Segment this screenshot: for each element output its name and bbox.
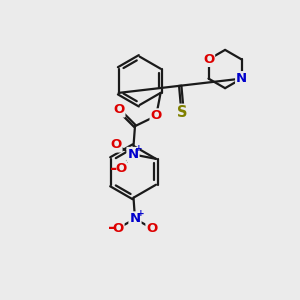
Text: N: N: [129, 212, 140, 225]
Text: N: N: [128, 148, 139, 161]
Text: O: O: [203, 53, 214, 66]
Text: +: +: [135, 144, 143, 153]
Text: O: O: [112, 222, 124, 235]
Text: -: -: [108, 219, 115, 237]
Text: O: O: [113, 103, 124, 116]
Text: +: +: [137, 208, 145, 217]
Text: O: O: [146, 222, 158, 235]
Text: O: O: [110, 139, 122, 152]
Text: S: S: [177, 105, 188, 120]
Text: O: O: [115, 162, 126, 175]
Text: N: N: [236, 72, 247, 85]
Text: -: -: [110, 160, 118, 178]
Text: O: O: [151, 109, 162, 122]
